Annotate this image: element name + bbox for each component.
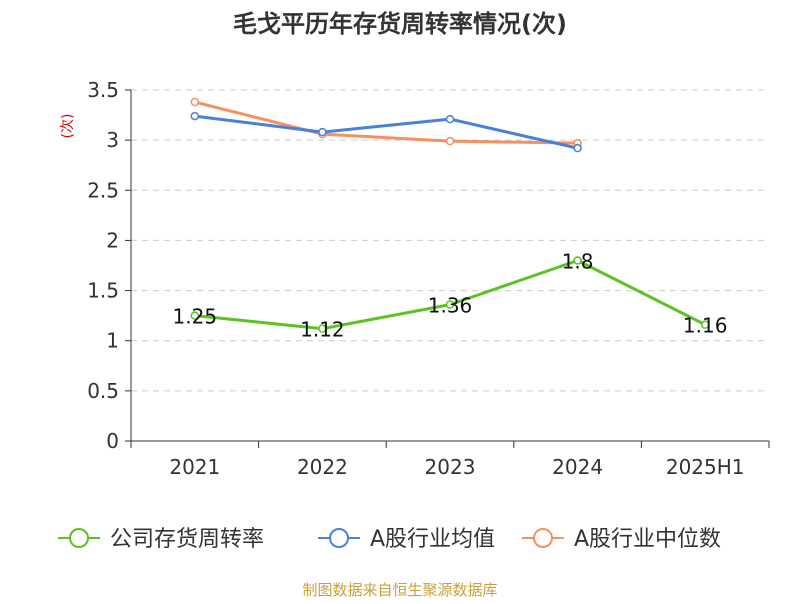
data-point[interactable] xyxy=(318,324,327,333)
y-tick-label: 1 xyxy=(106,329,119,353)
x-tick-label: 2025H1 xyxy=(666,455,745,479)
y-tick-label: 0 xyxy=(106,429,119,453)
chart-title: 毛戈平历年存货周转率情况(次) xyxy=(233,10,567,38)
legend-marker xyxy=(329,528,349,548)
data-point[interactable] xyxy=(445,136,455,146)
y-tick-label: 3 xyxy=(106,128,119,152)
data-point[interactable] xyxy=(190,311,200,320)
data-point[interactable] xyxy=(573,143,582,153)
legend[interactable]: 公司存货周转率 A股行业均值 A股行业中位数 xyxy=(58,527,721,552)
y-tick-label: 3.5 xyxy=(87,78,119,102)
x-tick-label: 2024 xyxy=(552,455,603,479)
legend-item[interactable]: A股行业中位数 xyxy=(522,527,721,552)
data-label: 1.36 xyxy=(428,294,473,318)
data-point[interactable] xyxy=(190,111,200,121)
series-lines xyxy=(190,97,710,333)
y-tick-label: 0.5 xyxy=(87,379,119,403)
y-tick-label: 2.5 xyxy=(87,178,119,202)
data-point[interactable] xyxy=(190,97,200,107)
data-point[interactable] xyxy=(700,320,710,329)
grid-lines xyxy=(131,89,769,392)
legend-label: A股行业均值 xyxy=(370,527,495,552)
x-tick-label: 2023 xyxy=(425,455,476,479)
legend-label: 公司存货周转率 xyxy=(110,527,264,552)
x-tick-label: 2022 xyxy=(297,455,348,479)
data-label: 1.25 xyxy=(173,305,218,329)
legend-item[interactable]: 公司存货周转率 xyxy=(58,527,264,552)
data-labels: 1.25 1.12 1.36 1.8 1.16 xyxy=(173,249,728,341)
axes: 0 0.5 1 1.5 2 2.5 3 3.5 2021 2022 2023 2024 2025H1 xyxy=(87,78,770,479)
y-tick-label: 1.5 xyxy=(87,279,119,303)
x-tick-label: 2021 xyxy=(169,455,220,479)
legend-label: A股行业中位数 xyxy=(574,527,721,552)
source-note: 制图数据来自恒生聚源数据库 xyxy=(302,581,497,599)
data-label: 1.12 xyxy=(300,318,345,342)
data-point[interactable] xyxy=(445,114,455,124)
series-line xyxy=(194,100,578,145)
y-axis-label: (次) xyxy=(60,114,76,139)
legend-marker xyxy=(533,528,553,548)
data-point[interactable] xyxy=(573,256,582,265)
data-point[interactable] xyxy=(318,127,327,137)
series-line xyxy=(194,114,578,150)
data-point[interactable] xyxy=(445,300,455,309)
data-label: 1.8 xyxy=(562,249,594,273)
data-label: 1.16 xyxy=(683,314,728,338)
y-tick-label: 2 xyxy=(106,228,119,252)
legend-marker xyxy=(69,528,89,548)
legend-item[interactable]: A股行业均值 xyxy=(318,527,495,552)
